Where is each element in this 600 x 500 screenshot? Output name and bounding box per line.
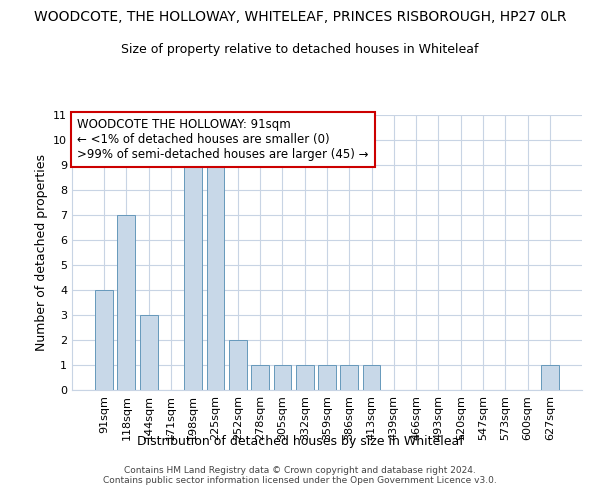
Text: WOODCOTE THE HOLLOWAY: 91sqm
← <1% of detached houses are smaller (0)
>99% of se: WOODCOTE THE HOLLOWAY: 91sqm ← <1% of de… bbox=[77, 118, 368, 161]
Bar bbox=[362, 365, 380, 390]
Bar bbox=[229, 340, 247, 390]
Bar bbox=[206, 165, 224, 390]
Bar bbox=[296, 365, 314, 390]
Bar bbox=[541, 365, 559, 390]
Text: Size of property relative to detached houses in Whiteleaf: Size of property relative to detached ho… bbox=[121, 42, 479, 56]
Bar bbox=[274, 365, 292, 390]
Bar bbox=[118, 215, 136, 390]
Bar bbox=[340, 365, 358, 390]
Bar bbox=[184, 165, 202, 390]
Text: Contains HM Land Registry data © Crown copyright and database right 2024.
Contai: Contains HM Land Registry data © Crown c… bbox=[103, 466, 497, 485]
Text: WOODCOTE, THE HOLLOWAY, WHITELEAF, PRINCES RISBOROUGH, HP27 0LR: WOODCOTE, THE HOLLOWAY, WHITELEAF, PRINC… bbox=[34, 10, 566, 24]
Text: Distribution of detached houses by size in Whiteleaf: Distribution of detached houses by size … bbox=[137, 435, 463, 448]
Bar bbox=[140, 315, 158, 390]
Y-axis label: Number of detached properties: Number of detached properties bbox=[35, 154, 47, 351]
Bar bbox=[318, 365, 336, 390]
Bar bbox=[95, 290, 113, 390]
Bar bbox=[251, 365, 269, 390]
